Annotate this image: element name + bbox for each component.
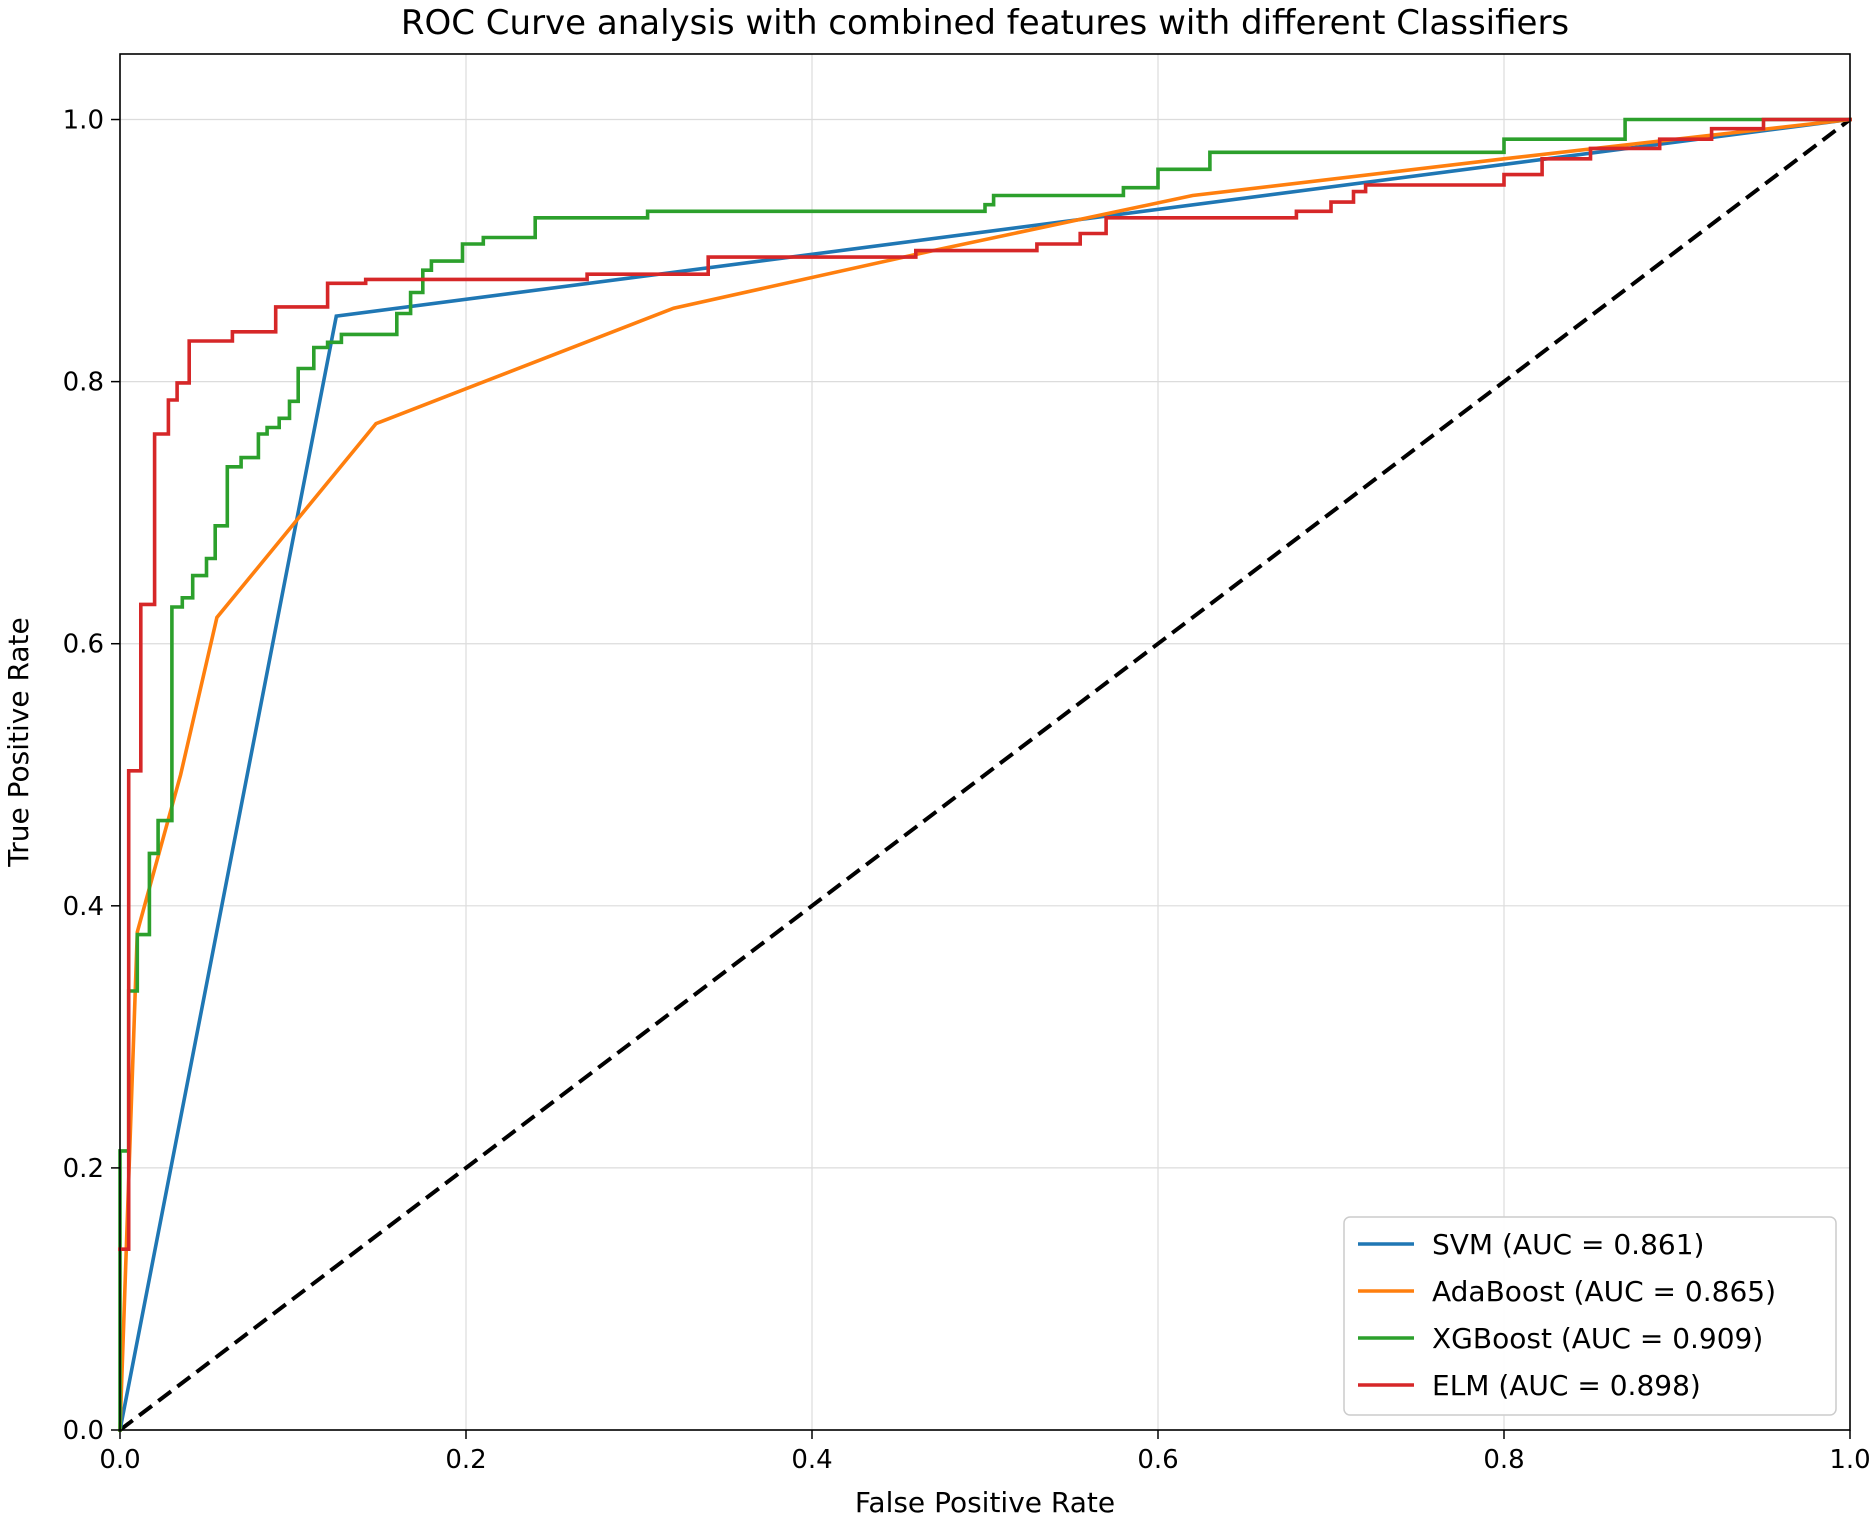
x-tick-label: 1.0	[1829, 1445, 1870, 1475]
y-tick-label: 0.4	[63, 892, 104, 922]
x-tick-label: 0.4	[791, 1445, 832, 1475]
x-tick-label: 0.8	[1483, 1445, 1524, 1475]
y-tick-label: 0.0	[63, 1416, 104, 1446]
y-tick-label: 0.6	[63, 630, 104, 660]
reference-line-group	[118, 117, 1852, 1432]
chart-title: ROC Curve analysis with combined feature…	[401, 3, 1569, 43]
y-tick-label: 0.2	[63, 1154, 104, 1184]
y-tick-label: 0.8	[63, 368, 104, 398]
x-tick-label: 0.0	[99, 1445, 140, 1475]
x-tick-label: 0.6	[1137, 1445, 1178, 1475]
x-axis-label: False Positive Rate	[855, 1486, 1115, 1519]
x-axis-ticks: 0.0 0.2 0.4 0.6 0.8 1.0	[99, 1430, 1871, 1475]
legend-label-elm: ELM (AUC = 0.898)	[1432, 1369, 1701, 1402]
series-line-elm	[118, 117, 1852, 1251]
legend: SVM (AUC = 0.861) AdaBoost (AUC = 0.865) X…	[1343, 1216, 1837, 1416]
series-lines-group	[117, 117, 1853, 1433]
y-tick-label: 1.0	[63, 106, 104, 136]
x-tick-label: 0.2	[445, 1445, 486, 1475]
chance-reference-line	[118, 117, 1852, 1432]
legend-box	[1343, 1216, 1837, 1416]
legend-label-svm: SVM (AUC = 0.861)	[1432, 1228, 1704, 1261]
y-axis-ticks: 0.0 0.2 0.4 0.6 0.8 1.0	[63, 106, 120, 1446]
y-axis-label: True Positive Rate	[2, 617, 35, 867]
legend-label-adaboost: AdaBoost (AUC = 0.865)	[1432, 1275, 1776, 1308]
legend-label-xgboost: XGBoost (AUC = 0.909)	[1432, 1322, 1763, 1355]
plot-area-frame	[119, 53, 1851, 1431]
series-line-xgboost	[118, 117, 1852, 1432]
series-line-svm	[117, 117, 1853, 1433]
